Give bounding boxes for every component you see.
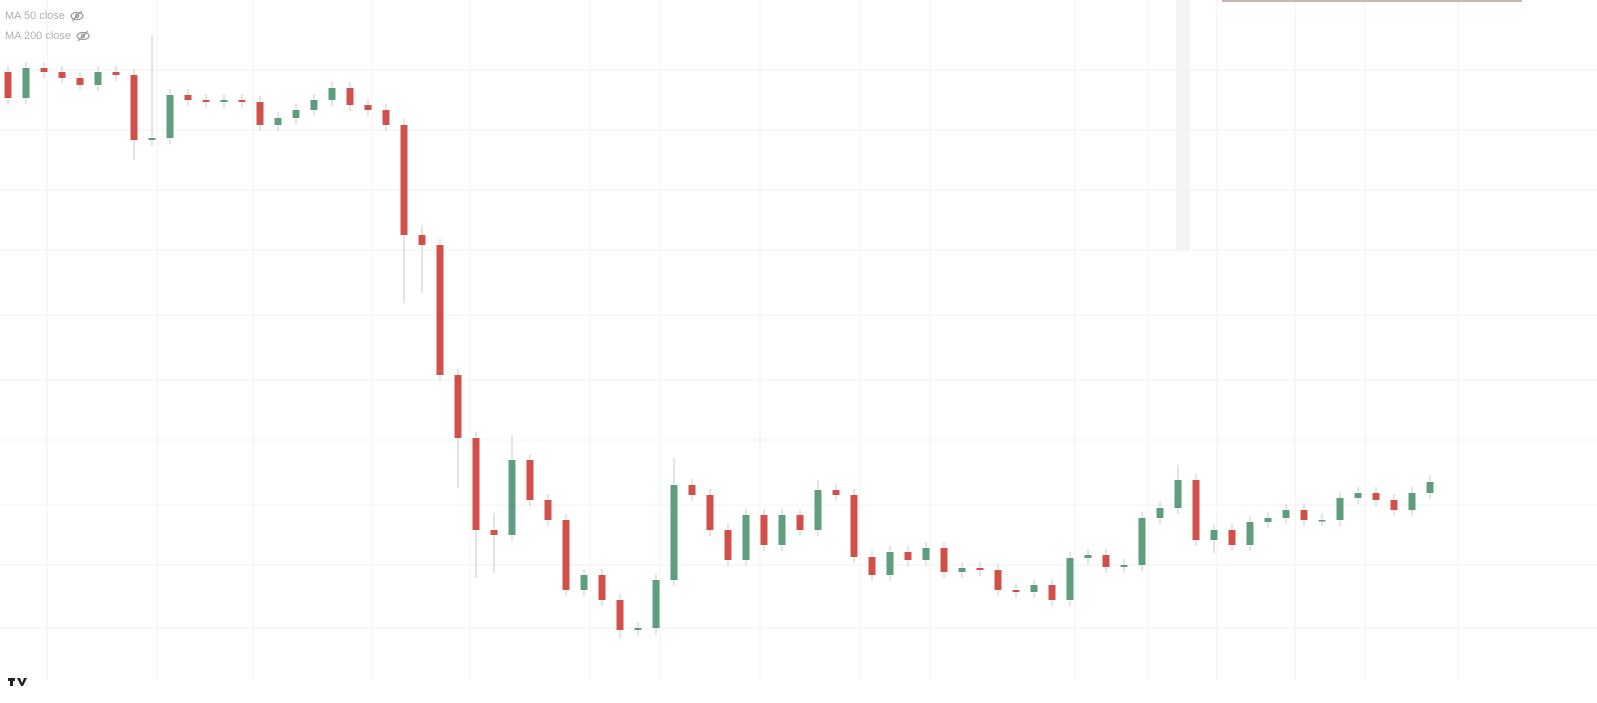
candle-body — [40, 68, 48, 72]
candle-body — [1282, 510, 1290, 518]
candle-body — [1156, 508, 1164, 518]
candle-body — [418, 235, 426, 245]
candle-body — [238, 100, 246, 102]
candle-body — [58, 72, 66, 78]
candle-body — [292, 110, 300, 118]
candle-body — [1372, 493, 1380, 500]
overlay-edge — [1222, 0, 1522, 2]
candle-body — [220, 100, 228, 102]
candle-body — [832, 490, 840, 495]
candle-body — [1048, 585, 1056, 600]
tv-logo[interactable] — [8, 678, 27, 686]
candle-body — [742, 515, 750, 560]
candle-body — [760, 515, 768, 545]
candle-body — [940, 548, 948, 572]
legend-item[interactable]: MA 50 close — [5, 10, 65, 22]
candle-body — [472, 438, 480, 530]
candle-body — [310, 100, 318, 110]
candle-body — [1264, 518, 1272, 522]
candle-body — [886, 552, 894, 575]
candle-body — [994, 570, 1002, 590]
candle-body — [562, 520, 570, 590]
candle-body — [1300, 510, 1308, 520]
candle-body — [544, 500, 552, 520]
candle-body — [1246, 522, 1254, 545]
candle-body — [130, 75, 138, 140]
candle-body — [976, 568, 984, 570]
candle-body — [1390, 500, 1398, 510]
candle-body — [958, 568, 966, 572]
candle-body — [580, 575, 588, 590]
candle-body — [454, 375, 462, 438]
overlay-shadow — [1176, 0, 1190, 250]
candle-body — [1102, 555, 1110, 567]
candle-body — [1120, 565, 1128, 567]
candle-body — [688, 485, 696, 495]
candle-body — [166, 95, 174, 138]
candle-body — [400, 125, 408, 235]
candle-body — [1066, 558, 1074, 600]
candle-body — [850, 495, 858, 557]
candle-body — [274, 118, 282, 125]
candle-body — [1138, 518, 1146, 565]
candle-body — [1192, 480, 1200, 540]
candle-body — [904, 552, 912, 560]
candle-body — [4, 72, 12, 98]
candle-body — [670, 485, 678, 580]
candle-body — [94, 72, 102, 85]
candle-body — [508, 460, 516, 535]
candle-body — [598, 575, 606, 600]
candle-body — [922, 548, 930, 560]
candle-body — [778, 515, 786, 545]
candle-body — [634, 628, 642, 630]
grid — [0, 0, 1597, 680]
candle-body — [1318, 520, 1326, 522]
candle-body — [1084, 555, 1092, 558]
candle-body — [202, 100, 210, 102]
candle-body — [1012, 590, 1020, 592]
candle-body — [346, 88, 354, 105]
candle-body — [526, 460, 534, 500]
candle-body — [364, 105, 372, 110]
candle-body — [1354, 493, 1362, 498]
legend-item[interactable]: MA 200 close — [5, 30, 71, 42]
candle-body — [148, 138, 156, 140]
candle-body — [652, 580, 660, 628]
candle-body — [436, 245, 444, 375]
candle-body — [1030, 585, 1038, 592]
candles — [4, 35, 1434, 638]
candle-body — [76, 78, 84, 85]
candle-body — [1426, 482, 1434, 493]
eye-icon[interactable] — [70, 10, 84, 22]
candle-body — [1228, 530, 1236, 545]
candle-body — [382, 110, 390, 125]
candle-body — [328, 88, 336, 100]
candle-body — [1174, 480, 1182, 508]
candle-body — [256, 102, 264, 125]
candle-body — [1408, 493, 1416, 510]
candle-body — [616, 600, 624, 630]
candle-body — [184, 95, 192, 100]
candle-body — [112, 72, 120, 75]
candle-body — [1210, 530, 1218, 540]
candle-body — [490, 530, 498, 535]
candle-body — [706, 495, 714, 530]
candle-body — [22, 68, 30, 98]
candle-body — [868, 557, 876, 575]
candle-body — [814, 490, 822, 530]
candle-body — [796, 515, 804, 530]
eye-icon[interactable] — [76, 30, 90, 42]
candle-body — [724, 530, 732, 560]
candle-body — [1336, 498, 1344, 520]
